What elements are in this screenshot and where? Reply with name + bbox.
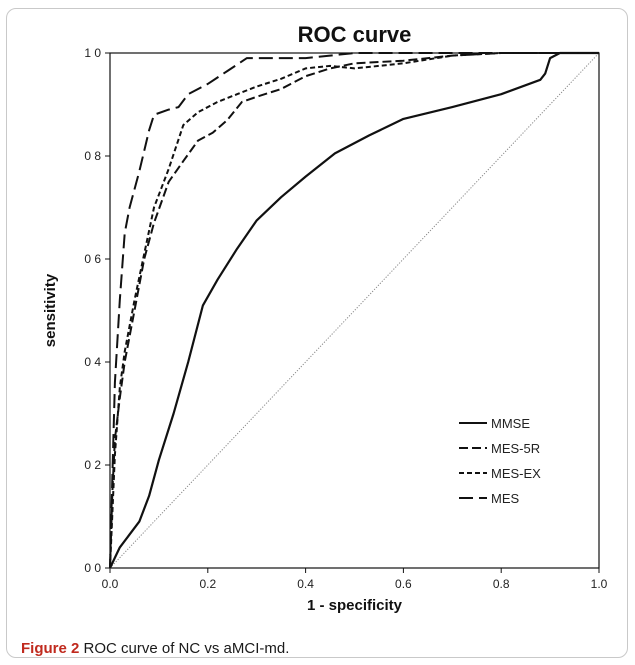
figure-frame: ROC curve 0.0 0.2 0.4 0.6 0.8 1.0 0 0 0 2 0 4 0 6 0… bbox=[6, 8, 628, 658]
legend-label-mmse: MMSE bbox=[491, 416, 530, 431]
x-tick-label: 1.0 bbox=[591, 577, 608, 591]
y-tick-label: 0 8 bbox=[84, 149, 101, 163]
series-line-mes-5r bbox=[109, 52, 599, 569]
legend-label-mes-ex: MES-EX bbox=[491, 466, 541, 481]
y-tick-label: 0 2 bbox=[84, 458, 101, 472]
chart-title: ROC curve bbox=[298, 22, 412, 47]
legend-label-mes-5r: MES-5R bbox=[491, 441, 540, 456]
x-axis-label: 1 - specificity bbox=[307, 597, 403, 614]
legend-label-mes: MES bbox=[491, 491, 520, 506]
series-line-mes-ex bbox=[109, 52, 599, 569]
y-tick-label: 1 0 bbox=[84, 46, 101, 60]
y-tick-label: 0 4 bbox=[84, 355, 101, 369]
y-tick-label: 0 6 bbox=[84, 252, 101, 266]
x-tick-label: 0.2 bbox=[199, 577, 216, 591]
figure-caption: Figure 2 ROC curve of NC vs aMCI-md. bbox=[21, 640, 289, 657]
series-line-mes bbox=[109, 52, 599, 569]
figure-caption-text: ROC curve of NC vs aMCI-md. bbox=[79, 640, 290, 657]
x-tick-label: 0.8 bbox=[493, 577, 510, 591]
plot-area-border bbox=[109, 52, 600, 569]
series-line-mmse bbox=[109, 51, 599, 569]
reference-diagonal-line bbox=[109, 52, 600, 569]
x-tick-label: 0.6 bbox=[395, 577, 412, 591]
x-tick-label: 0.0 bbox=[102, 577, 119, 591]
y-axis-label: sensitivity bbox=[42, 273, 59, 347]
y-tick-label: 0 0 bbox=[84, 561, 101, 575]
figure-caption-label: Figure 2 bbox=[21, 640, 80, 657]
x-tick-label: 0.4 bbox=[297, 577, 314, 591]
roc-chart: ROC curve 0.0 0.2 0.4 0.6 0.8 1.0 0 0 0 2 0 4 0 6 0… bbox=[42, 22, 608, 614]
